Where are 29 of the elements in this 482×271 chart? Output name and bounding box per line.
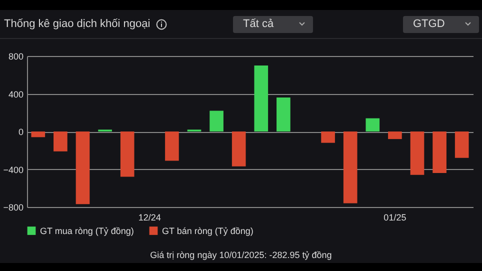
- bar: [120, 132, 134, 177]
- text: Giá trị ròng ngày 10/01/2025: -282.95 tỷ đồng: [149, 250, 333, 260]
- bar: [76, 132, 90, 204]
- legend-label: GT bán ròng (Tỷ đồng): [162, 226, 254, 236]
- bar: [388, 132, 402, 140]
- legend-label: GT mua ròng (Tỷ đồng): [40, 226, 134, 236]
- bar: [254, 65, 268, 132]
- bar: [366, 118, 380, 132]
- bar: [210, 110, 224, 132]
- y-tick-label: 800: [8, 52, 24, 62]
- bar: [343, 132, 358, 204]
- bar: [276, 98, 290, 132]
- y-tick-label: −800: [3, 202, 24, 212]
- bar: [232, 132, 246, 166]
- x-tick-label: 01/25: [384, 212, 406, 222]
- bar: [165, 132, 179, 161]
- bar: [432, 132, 446, 174]
- bar: [54, 132, 68, 152]
- text: GTGD: [413, 17, 445, 32]
- bar: [410, 132, 424, 175]
- y-tick-label: −400: [3, 164, 24, 175]
- bar: [31, 132, 46, 138]
- text: Tất cả: [243, 17, 274, 32]
- y-tick-label: 400: [8, 89, 24, 100]
- x-tick-label: 12/24: [138, 212, 161, 222]
- chart-title: Thống kê giao dịch khối ngoại: [4, 18, 150, 30]
- bar: [454, 132, 469, 158]
- bar: [321, 132, 335, 143]
- y-tick-label: 0: [18, 127, 24, 137]
